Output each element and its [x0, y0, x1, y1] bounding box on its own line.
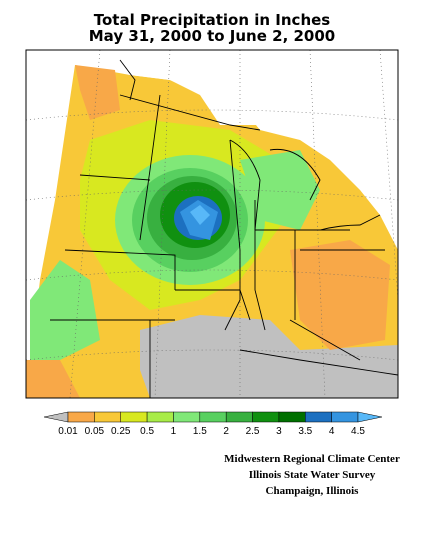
legend-swatch — [146, 411, 174, 423]
legend: 0.01 0.05 0.25 0.5 1 1.5 2 2.5 3 3.5 4 4.5 — [43, 411, 383, 437]
legend-label: 0.5 — [140, 426, 154, 437]
precip-area — [190, 205, 210, 225]
legend-swatch — [67, 411, 95, 423]
legend-label: 3 — [276, 426, 282, 437]
legend-label: 2 — [223, 426, 229, 437]
precip-area — [290, 240, 390, 350]
map — [25, 49, 399, 399]
title: Total Precipitation in Inches — [94, 11, 331, 29]
precip-area — [30, 260, 100, 370]
precip-area — [140, 315, 398, 398]
legend-label: 1 — [171, 426, 177, 437]
legend-arrow — [43, 411, 69, 423]
legend-label: 0.25 — [111, 426, 131, 437]
legend-label: 4.5 — [351, 426, 365, 437]
state-borders — [50, 59, 398, 398]
legend-swatch — [331, 411, 359, 423]
subtitle: May 31, 2000 to June 2, 2000 — [89, 27, 336, 45]
legend-swatch — [94, 411, 121, 423]
legend-label: 0.05 — [85, 426, 105, 437]
legend-label: 4 — [329, 426, 335, 437]
credit: Midwestern Regional Climate Center — [224, 453, 400, 465]
legend-swatch — [199, 411, 227, 423]
legend-swatch — [173, 411, 201, 423]
legend-label: 2.5 — [246, 426, 260, 437]
lake-shores — [229, 139, 381, 231]
legend-label: 3.5 — [298, 426, 312, 437]
legend-swatch — [278, 411, 306, 423]
legend-swatch — [305, 411, 332, 423]
precip-area — [26, 360, 80, 398]
legend-swatch — [225, 411, 253, 423]
precip-area — [240, 150, 320, 230]
credit: Champaign, Illinois — [266, 485, 360, 497]
legend-swatch — [252, 411, 280, 423]
map-frame — [25, 49, 399, 399]
legend-arrow — [357, 411, 383, 423]
legend-label: 1.5 — [193, 426, 207, 437]
precip-area — [75, 65, 120, 120]
canada — [120, 50, 398, 215]
legend-swatch — [120, 411, 148, 423]
credit: Illinois State Water Survey — [249, 469, 376, 481]
legend-label: 0.01 — [58, 426, 78, 437]
